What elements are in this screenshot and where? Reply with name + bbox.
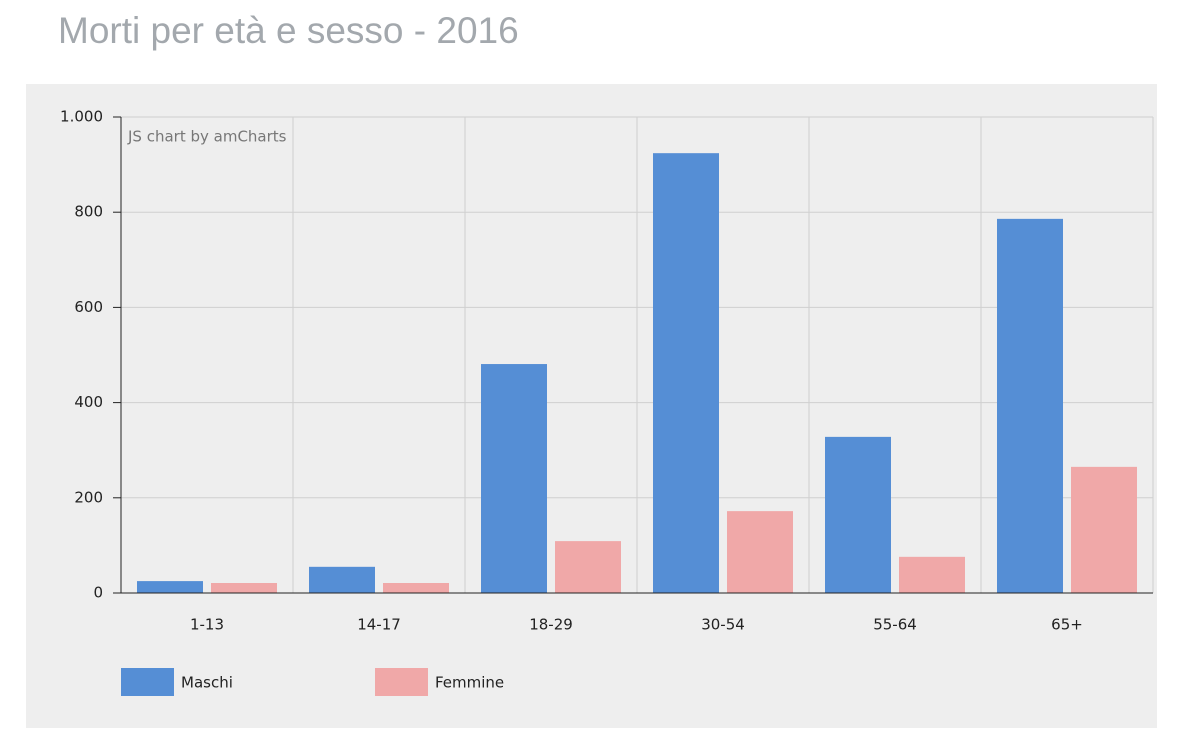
legend-swatch [375,668,428,696]
bar [825,436,891,593]
y-tick-label: 200 [74,488,103,506]
x-tick-label: 55-64 [873,616,917,634]
y-tick-label: 400 [74,393,103,411]
chart-title: Morti per età e sesso - 2016 [58,10,519,51]
watermark: JS chart by amCharts [127,128,287,146]
legend-label: Maschi [181,674,233,692]
bar [1071,466,1137,593]
y-tick-label: 1.000 [60,108,103,126]
y-tick-label: 0 [93,584,103,602]
bar [211,583,277,593]
x-tick-label: 1-13 [190,616,224,634]
legend-swatch [121,668,174,696]
chart-panel [26,84,1157,728]
bar [383,583,449,593]
bar [653,153,719,593]
x-tick-label: 18-29 [529,616,573,634]
bar [481,364,547,593]
bar [997,218,1063,593]
bar [727,511,793,593]
bar [899,556,965,593]
x-tick-label: 30-54 [701,616,745,634]
x-tick-label: 65+ [1051,616,1083,634]
bar [309,566,375,593]
bar [137,581,203,593]
x-tick-label: 14-17 [357,616,401,634]
y-tick-label: 600 [74,298,103,316]
bar [555,541,621,593]
legend-label: Femmine [435,674,504,692]
y-tick-label: 800 [74,203,103,221]
